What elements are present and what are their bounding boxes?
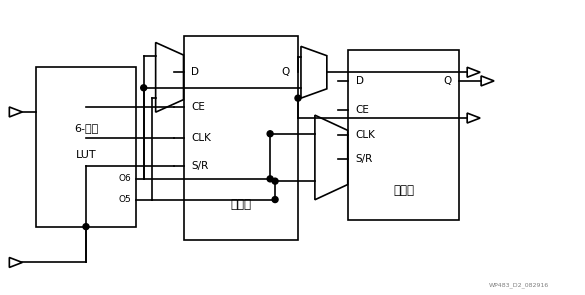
Text: CLK: CLK [356, 130, 376, 140]
Circle shape [267, 131, 273, 137]
Text: 6-输入: 6-输入 [74, 123, 98, 133]
Text: CE: CE [191, 102, 205, 112]
Circle shape [272, 178, 278, 184]
Text: S/R: S/R [191, 161, 209, 171]
Text: D: D [191, 67, 199, 77]
Text: 寄存器: 寄存器 [393, 184, 414, 197]
Text: LUT: LUT [75, 150, 97, 160]
Circle shape [295, 95, 301, 101]
Text: Q: Q [282, 67, 290, 77]
Text: CE: CE [356, 105, 370, 115]
Text: CLK: CLK [191, 132, 211, 142]
Text: 寄存器: 寄存器 [230, 198, 251, 212]
Bar [184, 35, 298, 240]
Text: WP483_D2_082916: WP483_D2_082916 [489, 283, 549, 288]
Text: O5: O5 [118, 195, 131, 204]
Text: S/R: S/R [356, 154, 373, 164]
Circle shape [267, 176, 273, 182]
Circle shape [272, 196, 278, 203]
Circle shape [83, 224, 89, 230]
Text: D: D [356, 76, 364, 86]
Bar [347, 50, 459, 220]
Circle shape [141, 85, 147, 91]
Text: O6: O6 [118, 174, 131, 183]
Bar [36, 67, 136, 227]
Text: Q: Q [443, 76, 451, 86]
